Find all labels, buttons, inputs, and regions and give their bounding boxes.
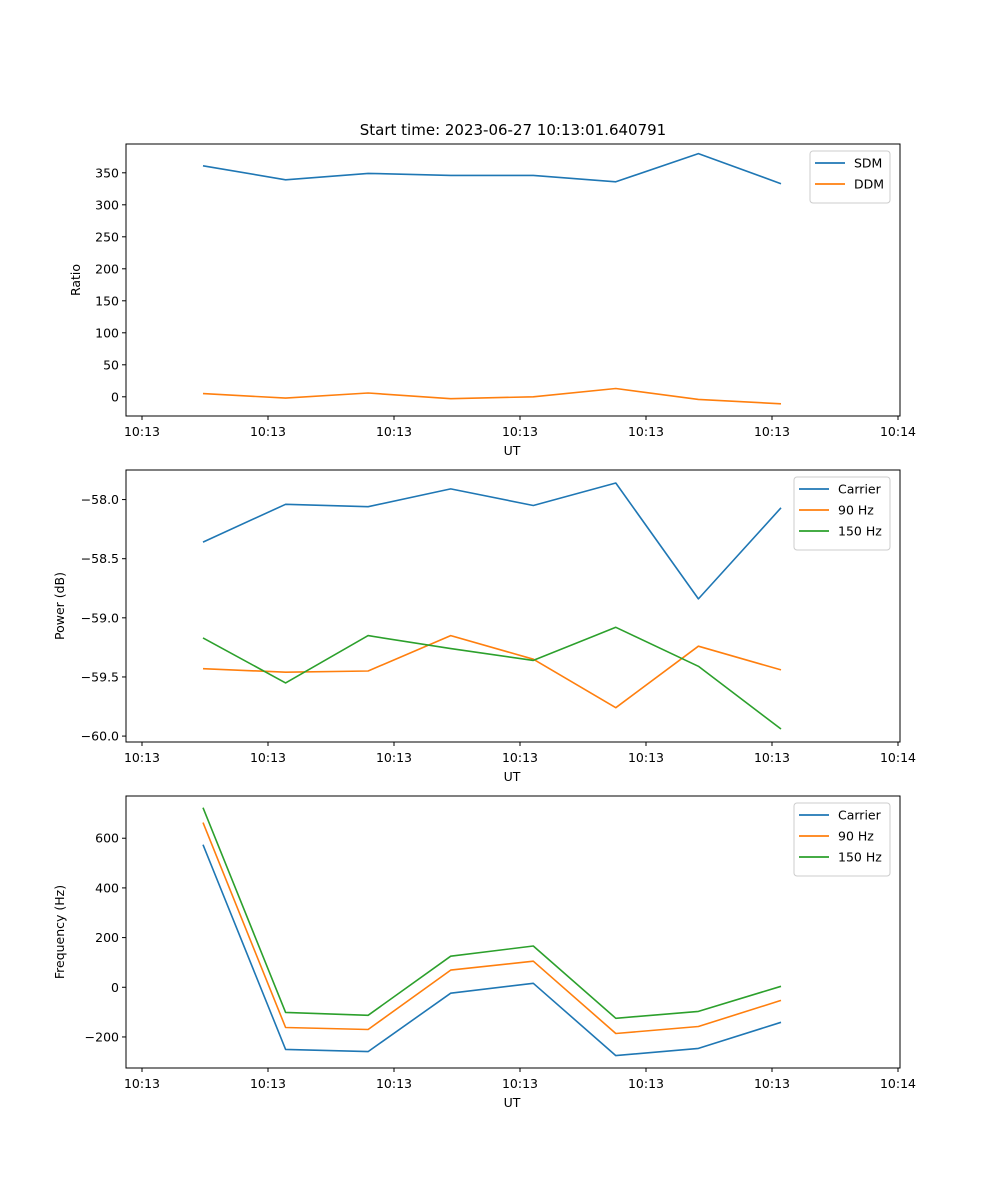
x-axis-label: UT [504,1095,521,1110]
ratio-panel: 0 50 100 150 200 250 300 350 10:13 10:13 10:13 10:1… [68,143,916,458]
x-tick-label: 10:13 [628,424,664,439]
legend-label: Carrier [838,482,882,497]
y-axis-label: Frequency (Hz) [52,885,67,979]
y-tick-label: 400 [95,880,119,895]
legend-label: Carrier [838,808,882,823]
y-tick-label: 100 [95,325,119,340]
x-tick-label: 10:14 [880,424,916,439]
x-tick-label: 10:13 [628,750,664,765]
power-panel: −60.0 −59.5 −59.0 −58.5 −58.0 10:13 10:13 10:13… [52,469,916,784]
x-tick-label: 10:13 [376,1076,412,1091]
frequency-panel: −200 0 200 400 600 10:13 10:13 10:13 10:13 10:13 1… [52,795,916,1110]
x-tick-label: 10:13 [502,750,538,765]
y-tick-label: 200 [95,261,119,276]
y-tick-label: 600 [95,831,119,846]
plot-area-frame [125,469,901,743]
legend: Carrier 90 Hz 150 Hz [793,476,891,551]
x-tick-label: 10:13 [250,424,286,439]
y-tick-label: −59.5 [81,669,119,684]
x-tick-label: 10:13 [124,1076,160,1091]
series-line-carrier [202,482,782,600]
figure-title: Start time: 2023-06-27 10:13:01.640791 [360,121,666,139]
plot-area-frame [125,795,901,1069]
x-tick-label: 10:13 [124,424,160,439]
legend-label: 150 Hz [838,850,882,865]
legend-label: SDM [854,156,882,171]
legend-label: 150 Hz [838,524,882,539]
legend: SDM DDM [809,150,891,204]
y-axis-label: Power (dB) [52,572,67,640]
y-tick-label: 350 [95,165,119,180]
y-tick-label: 250 [95,229,119,244]
series-line-150-hz [202,807,782,1020]
x-tick-label: 10:14 [880,750,916,765]
x-axis-label: UT [504,769,521,784]
x-tick-label: 10:13 [754,424,790,439]
y-tick-label: 150 [95,293,119,308]
y-tick-label: 0 [111,389,119,404]
series-line-150-hz [202,626,782,730]
x-tick-label: 10:13 [376,424,412,439]
x-tick-label: 10:14 [880,1076,916,1091]
x-tick-label: 10:13 [376,750,412,765]
legend: Carrier 90 Hz 150 Hz [793,802,891,877]
series-line-carrier [202,844,782,1057]
series-line-sdm [202,152,782,185]
x-tick-label: 10:13 [124,750,160,765]
y-axis-label: Ratio [68,264,83,296]
y-tick-label: −59.0 [81,610,119,625]
x-tick-label: 10:13 [754,1076,790,1091]
y-tick-label: −58.0 [81,492,119,507]
legend-label: 90 Hz [838,503,874,518]
series-line-90-hz [202,634,782,709]
legend-label: 90 Hz [838,829,874,844]
x-tick-label: 10:13 [250,1076,286,1091]
legend-label: DDM [854,177,884,192]
series-line-ddm [202,387,782,405]
legend-box [809,150,891,204]
y-tick-label: 0 [111,980,119,995]
x-axis-label: UT [504,443,521,458]
x-tick-label: 10:13 [754,750,790,765]
x-tick-label: 10:13 [250,750,286,765]
y-tick-label: 300 [95,197,119,212]
y-tick-label: 200 [95,930,119,945]
y-tick-label: −60.0 [81,729,119,744]
x-tick-label: 10:13 [502,1076,538,1091]
x-tick-label: 10:13 [502,424,538,439]
y-tick-label: 50 [103,357,119,372]
x-tick-label: 10:13 [628,1076,664,1091]
y-tick-label: −200 [85,1029,119,1044]
plot-area-frame [125,143,901,417]
series-line-90-hz [202,822,782,1035]
y-tick-label: −58.5 [81,551,119,566]
